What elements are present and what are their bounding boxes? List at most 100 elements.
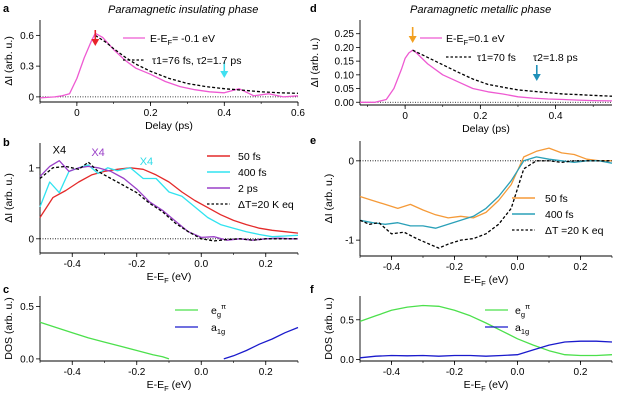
legend-b-label-2: 2 ps — [238, 183, 258, 195]
y-tick-label-e: 0 — [348, 156, 354, 167]
panel-label-a: a — [3, 3, 10, 15]
series-e-1 — [359, 156, 613, 229]
x-tick-label-b: 0.2 — [259, 259, 273, 270]
legend-b-label-3: ΔT=20 K eq — [238, 199, 294, 211]
y-tick-label-f: 0.0 — [340, 355, 354, 366]
series-a-0 — [39, 32, 299, 99]
legend-f: egπ a1g — [485, 302, 530, 336]
x-tick-label-e: 0.0 — [511, 262, 525, 273]
panel-label-c: c — [3, 284, 9, 296]
x-tick-label-a: 0.2 — [144, 108, 158, 119]
panel-d-delay-metallic: 0 0.2 0.4 0.00 0.05 0.10 0.15 0.20 0.25 Delay (ps… — [309, 20, 613, 135]
panel-label-d: d — [310, 3, 317, 15]
panel-label-b: b — [3, 137, 10, 149]
x-tick-label-b: -0.2 — [128, 259, 146, 270]
x-tick-label-f: -0.2 — [446, 367, 464, 378]
x-tick-label-a: 0 — [74, 108, 80, 119]
y-tick-label-a: 0 — [28, 92, 34, 103]
x-axis-label-b: E-EF (eV) — [147, 271, 192, 285]
panel-b-spectra-insulating: -0.4 -0.2 0.0 0.2 0 1 X4 X4 X4 E-EF (eV) ΔI (arb. … — [3, 143, 299, 285]
panel-e-spectra-metallic: -0.4 -0.2 0.0 0.2 0 -1 E-EF (eV) ΔI (arb. u.) — [323, 141, 613, 288]
legend-b-label-1: 400 fs — [238, 167, 267, 179]
series-b-3 — [39, 161, 298, 242]
y-axis-label-f: DOS (arb. u.) — [323, 297, 335, 359]
y-tick-label-d: 0.15 — [335, 57, 355, 68]
y-tick-label-a: 0.3 — [20, 62, 34, 73]
x-axis-label-e: E-EF (eV) — [464, 274, 509, 288]
legend-a: E-EF= -0.1 eV τ1=76 fs, τ2=1.7 ps — [123, 33, 241, 67]
x-tick-label-c: -0.4 — [64, 367, 82, 378]
y-tick-label-f: 0.5 — [340, 315, 354, 326]
series-c-0 — [39, 321, 170, 360]
x-tick-label-f: -0.4 — [383, 367, 401, 378]
legend-e-label-0: 50 fs — [545, 193, 568, 205]
series-a-1 — [94, 34, 299, 94]
arrow-head-a-0 — [91, 39, 100, 46]
legend-e: 50 fs 400 fs ΔT =20 K eq — [512, 193, 604, 237]
arrow-head-d-1 — [532, 74, 541, 81]
arrow-head-a-1 — [220, 71, 229, 78]
y-tick-label-c: 0.0 — [20, 354, 34, 365]
legend-b: 50 fs 400 fs 2 ps ΔT=20 K eq — [207, 151, 294, 211]
annotation-b-2: X4 — [140, 156, 153, 168]
y-tick-label-e: -1 — [345, 236, 354, 247]
annotation-b-1: X4 — [91, 147, 104, 159]
y-tick-label-d: 0.20 — [335, 43, 355, 54]
y-tick-label-d: 0.25 — [335, 29, 355, 40]
x-tick-label-c: 0.0 — [194, 367, 208, 378]
annotation-b-0: X4 — [53, 145, 66, 157]
x-axis-label-f: E-EF (eV) — [464, 379, 509, 393]
x-axis-label-a: Delay (ps) — [145, 120, 193, 132]
panel-f-dos-metallic: -0.4 -0.2 0.0 0.2 0.0 0.5 E-EF (eV) DOS (arb. u… — [323, 296, 613, 393]
x-tick-label-e: -0.2 — [446, 262, 464, 273]
legend-a-label-1: τ1=76 fs, τ2=1.7 ps — [152, 55, 241, 67]
legend-c-label-1: a1g — [211, 322, 225, 336]
x-tick-label-c: -0.2 — [128, 367, 146, 378]
x-tick-label-b: 0.0 — [194, 259, 208, 270]
x-tick-label-f: 0.0 — [511, 367, 525, 378]
x-tick-label-c: 0.2 — [259, 367, 273, 378]
legend-d-label-1: τ1=70 fs — [477, 52, 516, 64]
arrow-head-d-0 — [408, 36, 417, 43]
y-axis-label-a: ΔI (arb. u.) — [3, 36, 15, 86]
legend-d-label-0: E-EF=0.1 eV — [446, 33, 505, 47]
legend-e-label-1: 400 fs — [545, 209, 574, 221]
legend-d-label-2: τ2=1.8 ps — [533, 52, 578, 64]
series-b-2 — [39, 160, 298, 241]
x-tick-label-d: 0.2 — [473, 111, 487, 122]
series-d-1 — [412, 49, 613, 97]
y-tick-label-b: 0 — [28, 234, 34, 245]
y-axis-label-e: ΔI (arb. u.) — [323, 174, 335, 224]
y-tick-label-b: 1 — [28, 163, 34, 174]
legend-f-label-0: egπ — [515, 302, 530, 319]
y-axis-label-d: ΔI (arb. u.) — [309, 38, 321, 88]
x-tick-label-d: 0.4 — [549, 111, 563, 122]
title-metallic: Paramagnetic metallic phase — [410, 4, 551, 16]
legend-e-label-2: ΔT =20 K eq — [545, 225, 604, 237]
panel-a-delay-insulating: 0 0.2 0.4 0.6 0 0.3 0.6 Delay (ps) ΔI (arb. u.) — [3, 20, 305, 132]
y-tick-label-c: 0.5 — [20, 302, 34, 313]
x-tick-label-e: -0.4 — [383, 262, 401, 273]
x-tick-label-b: -0.4 — [64, 259, 82, 270]
panel-c-dos-insulating: -0.4 -0.2 0.0 0.2 0.0 0.5 E-EF (eV) DOS (arb. u… — [3, 296, 299, 393]
x-axis-label-c: E-EF (eV) — [147, 379, 192, 393]
x-tick-label-a: 0.4 — [217, 108, 231, 119]
y-tick-label-d: 0.00 — [335, 98, 355, 109]
panel-label-e: e — [310, 135, 316, 147]
legend-c: egπ a1g — [175, 302, 226, 336]
legend-f-label-1: a1g — [515, 322, 529, 336]
y-tick-label-d: 0.10 — [335, 70, 355, 81]
title-insulating: Paramagnetic insulating phase — [108, 4, 258, 16]
series-f-1 — [359, 340, 613, 359]
x-tick-label-d: 0 — [402, 111, 408, 122]
series-d-0 — [360, 49, 613, 103]
legend-d: E-EF=0.1 eV τ1=70 fs τ2=1.8 ps — [420, 33, 578, 64]
x-axis-label-d: Delay (ps) — [462, 123, 510, 135]
series-e-2 — [359, 160, 612, 249]
legend-c-label-0: egπ — [211, 302, 226, 319]
panel-label-f: f — [310, 284, 314, 296]
x-tick-label-f: 0.2 — [574, 367, 588, 378]
series-b-0 — [39, 167, 299, 234]
x-tick-label-a: 0.6 — [291, 108, 305, 119]
